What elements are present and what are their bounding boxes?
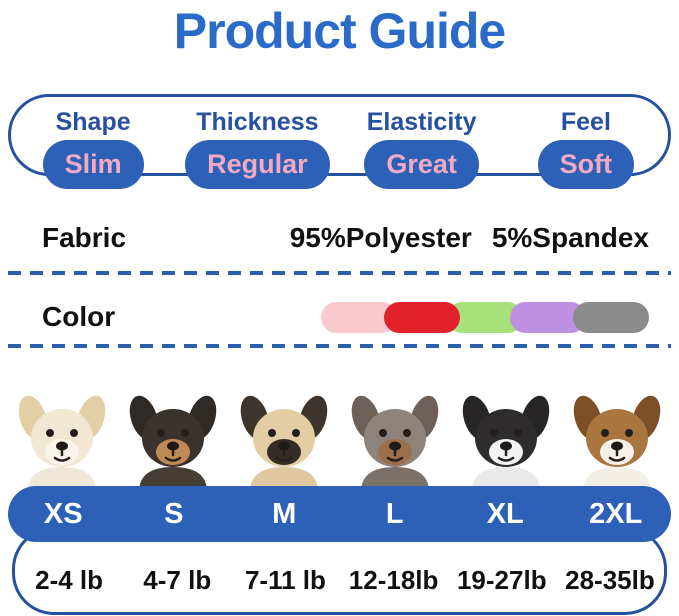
attribute-thickness: Thickness Regular — [175, 97, 339, 189]
fabric-row: Fabric 95%Polyester 5%Spandex — [42, 222, 649, 254]
weight-l: 12-18lb — [348, 564, 439, 595]
weight-xs: 2-4 lb — [35, 564, 104, 595]
size-2xl: 2XL — [589, 497, 643, 530]
dog-illustration — [18, 395, 106, 492]
size-xl: XL — [486, 497, 524, 530]
fabric-polyester-value: 95%Polyester — [289, 222, 472, 253]
dog-photo-dachshund — [343, 382, 447, 496]
dashed-divider — [8, 271, 671, 275]
weight-s: 4-7 lb — [143, 564, 212, 595]
dog-photos-row — [6, 380, 673, 496]
attribute-label: Thickness — [196, 108, 319, 136]
attribute-value-pill: Slim — [42, 140, 144, 189]
fabric-spandex-value: 5%Spandex — [491, 222, 649, 253]
dog-photo-pug — [232, 382, 336, 496]
attribute-label: Shape — [55, 108, 131, 136]
fabric-composition: 95%Polyester 5%Spandex — [290, 222, 649, 254]
size-m: M — [272, 497, 297, 530]
attribute-shape: Shape Slim — [11, 97, 175, 189]
color-swatch-strip — [321, 301, 649, 333]
dog-photo-maltese — [10, 382, 114, 496]
dog-illustration — [129, 395, 217, 492]
attribute-feel: Feel Soft — [504, 97, 668, 189]
attribute-value-pill: Soft — [537, 140, 635, 189]
color-swatch-gray — [573, 301, 649, 333]
color-label: Color — [42, 301, 116, 332]
attribute-value-pill: Regular — [185, 140, 330, 189]
color-row: Color — [42, 301, 649, 333]
size-s: S — [164, 497, 184, 530]
weight-m: 7-11 lb — [244, 564, 326, 595]
attribute-elasticity: Elasticity Great — [340, 97, 504, 189]
dog-photo-boston-terrier — [454, 382, 558, 496]
fabric-label: Fabric — [42, 222, 127, 253]
attribute-value-pill: Great — [364, 140, 479, 189]
dashed-divider — [8, 344, 671, 348]
dog-photo-chihuahua — [121, 382, 225, 496]
dog-photo-beagle — [565, 382, 669, 496]
color-swatch-red — [384, 301, 460, 333]
dog-illustration — [240, 395, 328, 492]
size-xs: XS — [43, 497, 83, 530]
attribute-label: Feel — [560, 108, 611, 136]
dog-illustration — [351, 395, 439, 492]
dog-illustration — [462, 395, 550, 492]
size-l: L — [385, 497, 404, 530]
attribute-label: Elasticity — [366, 108, 477, 136]
size-bar: XS S M L XL 2XL — [8, 486, 671, 542]
attributes-panel: Shape Slim Thickness Regular Elasticity … — [8, 94, 671, 189]
weight-xl: 19-27lb — [456, 564, 547, 595]
page-title: Product Guide — [173, 3, 506, 59]
dog-illustration — [573, 395, 661, 492]
weight-2xl: 28-35lb — [565, 564, 655, 595]
